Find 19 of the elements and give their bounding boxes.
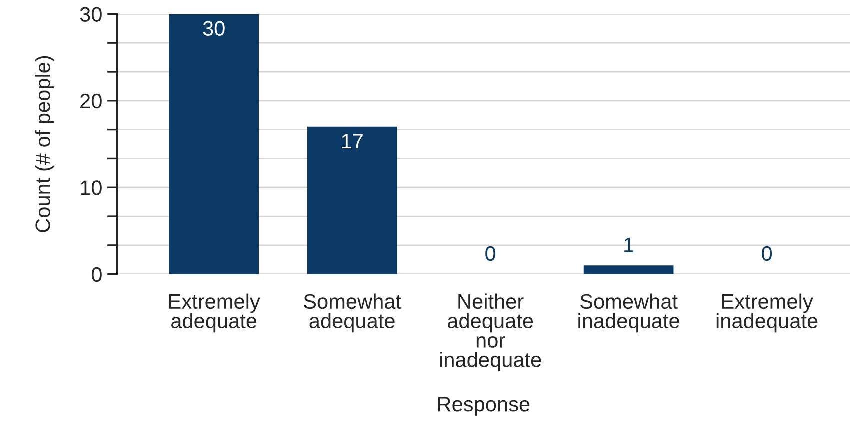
data-label: 17 <box>342 134 363 149</box>
y-axis-title: Count (# of people) <box>35 56 55 232</box>
data-label: 0 <box>762 246 772 262</box>
bar <box>307 126 398 274</box>
x-axis-title: Response <box>438 397 530 416</box>
x-tick-label: Somewhat inadequate <box>578 294 680 333</box>
x-tick-label: Somewhat adequate <box>304 294 402 333</box>
y-tick-label: 20 <box>80 94 102 109</box>
x-tick-label: Neither adequate nor inadequate <box>440 294 542 372</box>
y-tick-label: 30 <box>80 7 102 22</box>
data-label: 0 <box>486 246 496 262</box>
x-tick-label: Extremely adequate <box>169 294 260 333</box>
x-tick-label: Extremely inadequate <box>716 294 818 333</box>
data-label: 30 <box>203 21 225 36</box>
bar <box>584 266 674 274</box>
y-tick-label: 10 <box>81 180 102 196</box>
data-label: 1 <box>624 238 634 252</box>
y-tick-label: 0 <box>92 267 102 282</box>
bar <box>169 14 259 274</box>
